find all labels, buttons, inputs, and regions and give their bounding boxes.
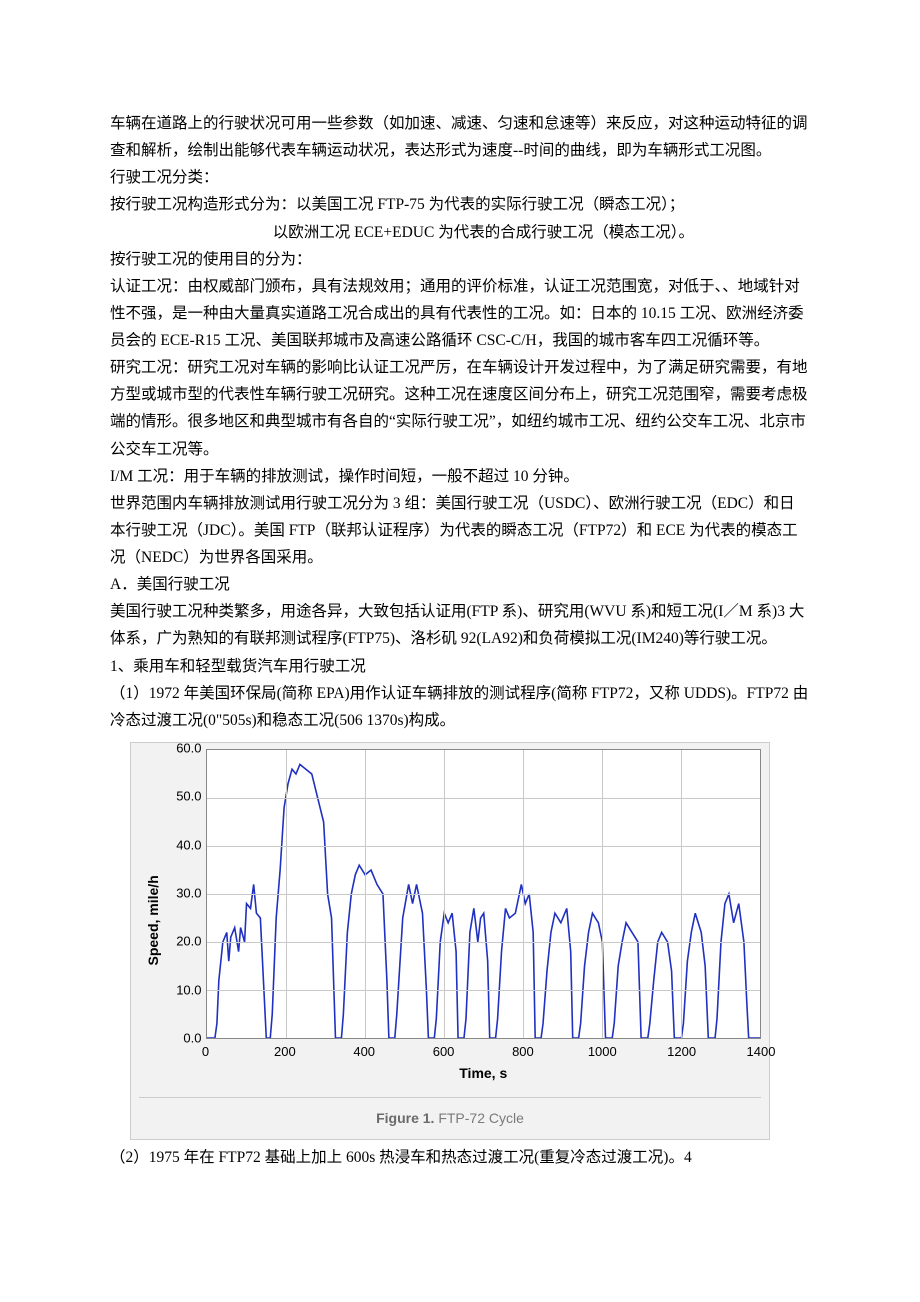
paragraph: 世界范围内车辆排放测试用行驶工况分为 3 组：美国行驶工况（USDC）、欧洲行驶… xyxy=(110,490,810,571)
ftp72-chart: Speed, mile/h 0.010.020.030.040.050.060.… xyxy=(130,742,770,1140)
chart-xlabel: Time, s xyxy=(206,1059,762,1092)
paragraph: 行驶工况分类： xyxy=(110,164,810,191)
paragraph: 按行驶工况的使用目的分为： xyxy=(110,246,810,273)
chart-xticks: 0200400600800100012001400 xyxy=(206,1039,762,1059)
paragraph: 认证工况：由权威部门颁布，具有法规效用；通用的评价标准，认证工况范围宽，对低于、… xyxy=(110,273,810,354)
paragraph: 车辆在道路上的行驶状况可用一些参数（如加速、减速、匀速和怠速等）来反应，对这种运… xyxy=(110,110,810,164)
chart-caption-text: FTP-72 Cycle xyxy=(438,1110,524,1126)
chart-caption-label: Figure 1. xyxy=(376,1110,434,1126)
paragraph: I/M 工况：用于车辆的排放测试，操作时间短，一般不超过 10 分钟。 xyxy=(110,463,810,490)
paragraph: （2）1975 年在 FTP72 基础上加上 600s 热浸车和热态过渡工况(重… xyxy=(110,1144,810,1171)
paragraph: （1）1972 年美国环保局(简称 EPA)用作认证车辆排放的测试程序(简称 F… xyxy=(110,680,810,734)
paragraph: 1、乘用车和轻型载货汽车用行驶工况 xyxy=(110,653,810,680)
paragraph: 以欧洲工况 ECE+EDUC 为代表的合成行驶工况（模态工况）。 xyxy=(110,219,810,246)
paragraph: 研究工况：研究工况对车辆的影响比认证工况严厉，在车辆设计开发过程中，为了满足研究… xyxy=(110,354,810,463)
chart-caption: Figure 1. FTP-72 Cycle xyxy=(139,1097,761,1135)
paragraph: 按行驶工况构造形式分为：以美国工况 FTP-75 为代表的实际行驶工况（瞬态工况… xyxy=(110,191,810,218)
chart-plot-area xyxy=(206,749,762,1039)
chart-ylabel: Speed, mile/h xyxy=(139,749,168,1092)
chart-yticks: 0.010.020.030.040.050.060.0 xyxy=(168,749,206,1039)
section-heading: A．美国行驶工况 xyxy=(110,571,810,598)
paragraph: 美国行驶工况种类繁多，用途各异，大致包括认证用(FTP 系)、研究用(WVU 系… xyxy=(110,598,810,652)
